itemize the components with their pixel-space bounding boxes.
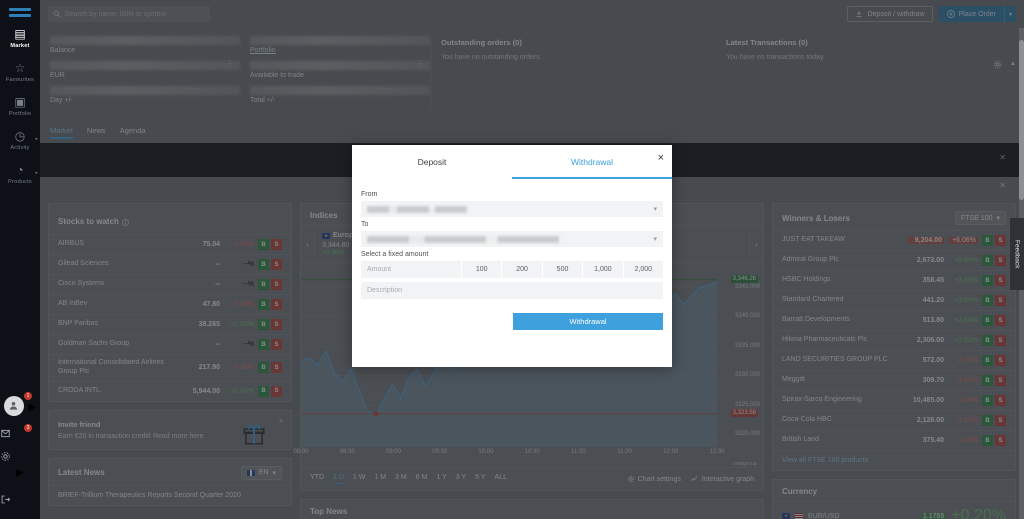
chevron-down-icon: ▾	[653, 206, 657, 213]
products-icon: ◔	[16, 163, 24, 177]
withdrawal-submit-button[interactable]: Withdrawal	[513, 313, 663, 330]
amount-input[interactable]: Amount	[361, 261, 461, 278]
chevron-right-icon: ▸	[15, 464, 25, 481]
sidebar-item-portfolio[interactable]: ▣ Portfolio	[0, 88, 40, 122]
amount-chip-2000[interactable]: 2,000	[622, 261, 664, 278]
fixed-amount-label: Select a fixed amount	[361, 251, 429, 258]
chart-icon: ▤	[14, 27, 26, 41]
from-select[interactable]: ▾	[361, 201, 663, 217]
chevron-right-icon: ▸	[35, 136, 38, 142]
feedback-label: Feedback	[1013, 239, 1021, 269]
sidebar-item-account[interactable]: 1 ▸	[0, 390, 40, 423]
tab-deposit[interactable]: Deposit	[417, 157, 447, 167]
sidebar-item-label: Favourites	[5, 77, 35, 83]
sidebar-item-activity[interactable]: ◷ Activity ▸	[0, 122, 40, 156]
sidebar-item-label: Activity	[10, 145, 30, 151]
sidebar-item-label: Market	[10, 43, 30, 49]
to-value-blurred	[367, 235, 559, 243]
page-scrollbar-thumb[interactable]	[1019, 40, 1024, 200]
modal-body: From ▾ To ▾ Select a fixed amount Amount…	[352, 179, 672, 330]
briefcase-icon: ▣	[14, 95, 26, 109]
inbox-badge: 3	[24, 424, 32, 432]
chevron-right-icon: ▸	[28, 398, 37, 415]
avatar	[3, 395, 24, 416]
sidebar-item-favourites[interactable]: ☆ Favourites	[0, 54, 40, 88]
chevron-right-icon: ▸	[35, 170, 38, 176]
logout-icon	[0, 494, 40, 505]
chevron-down-icon: ▾	[653, 236, 657, 243]
account-badge: 1	[24, 391, 32, 400]
amount-chip-1000[interactable]: 1,000	[582, 261, 623, 278]
sidebar-item-label: Products	[8, 179, 32, 185]
modal-tabs: Deposit Withdrawal	[352, 145, 672, 179]
sidebar-item-settings[interactable]: ▸	[0, 445, 40, 488]
clock-icon: ◷	[14, 129, 26, 143]
sidebar-item-products[interactable]: ◔ Products ▸	[0, 156, 40, 190]
gear-icon	[0, 451, 40, 462]
from-label: From	[361, 191, 378, 198]
star-icon: ☆	[14, 61, 26, 75]
close-icon[interactable]: ×	[657, 152, 664, 164]
to-select[interactable]: ▾	[361, 231, 663, 247]
to-label: To	[361, 221, 369, 228]
sidebar-bottom: 1 ▸ 3 ▸	[0, 390, 40, 519]
inbox-icon	[0, 428, 40, 439]
sidebar-item-inbox[interactable]: 3	[0, 422, 40, 445]
sidebar-item-logout[interactable]	[0, 488, 40, 511]
deposit-withdrawal-modal: Deposit Withdrawal × From ▾ To ▾ Select …	[352, 145, 672, 367]
amount-chip-200[interactable]: 200	[501, 261, 542, 278]
amount-chip-100[interactable]: 100	[461, 261, 502, 278]
sidebar: ▤ Market ☆ Favourites ▣ Portfolio ◷ Acti…	[0, 0, 40, 519]
from-value-blurred	[367, 205, 467, 213]
tab-withdrawal[interactable]: Withdrawal	[512, 145, 672, 179]
amount-row: Amount 100 200 500 1,000 2,000	[361, 261, 664, 278]
sidebar-item-label: Portfolio	[8, 111, 32, 117]
description-input[interactable]: Description	[361, 282, 663, 299]
sidebar-item-market[interactable]: ▤ Market	[0, 20, 40, 54]
logo[interactable]	[9, 8, 31, 20]
amount-chip-500[interactable]: 500	[541, 261, 583, 278]
feedback-tab[interactable]: Feedback	[1010, 218, 1024, 290]
